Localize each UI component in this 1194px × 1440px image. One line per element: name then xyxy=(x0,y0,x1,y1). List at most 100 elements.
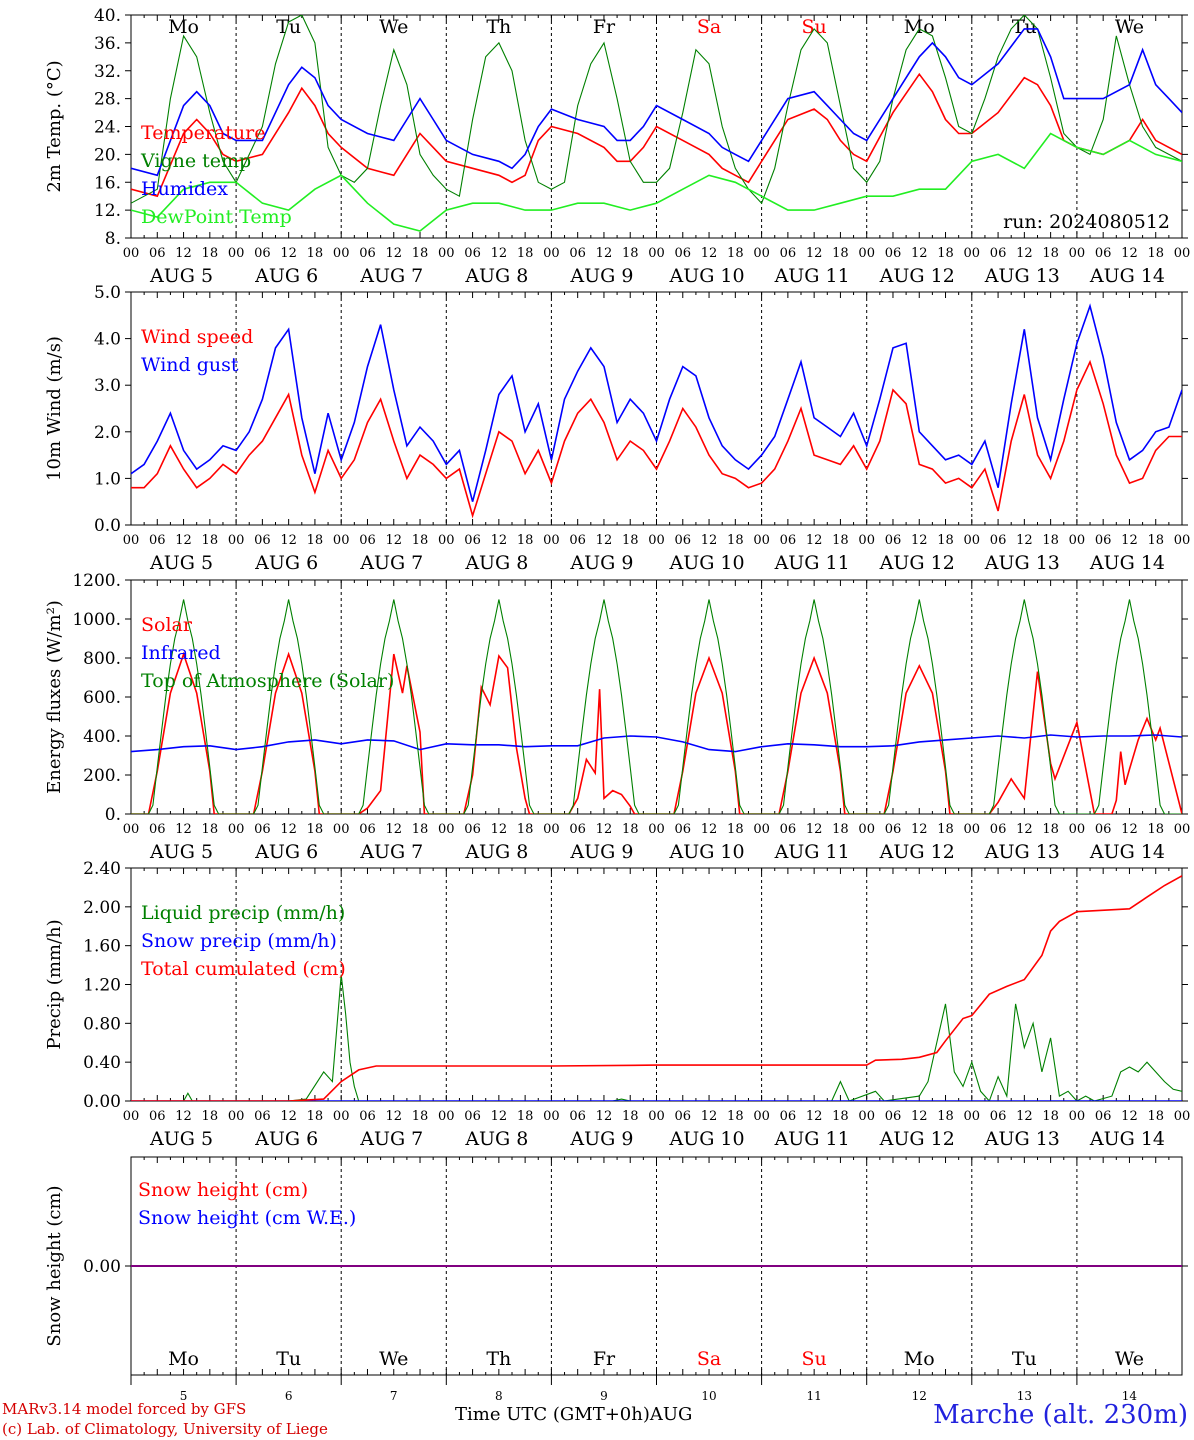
x-date-label: AUG 14 xyxy=(1089,265,1165,287)
y-tick-label: 600. xyxy=(83,688,121,708)
time-axis-title: Time UTC (GMT+0h)AUG xyxy=(455,1404,693,1425)
weekday-label: We xyxy=(1115,1348,1144,1370)
x-hour-label: 12 xyxy=(806,822,823,837)
y-tick-label: 1.0 xyxy=(94,469,121,489)
chart-panel-3: 0. 200. 400. 600. 800. 1000. 1200. Energy fluxe… xyxy=(44,571,1190,863)
x-date-label: AUG 12 xyxy=(879,1128,955,1150)
x-hour-label: 06 xyxy=(569,1109,586,1124)
y-axis-label: Precip (mm/h) xyxy=(44,919,65,1049)
x-hour-label: 00 xyxy=(1069,246,1086,261)
x-hour-label: 12 xyxy=(385,822,402,837)
x-hour-label: 06 xyxy=(359,533,376,548)
series-line xyxy=(131,72,1182,198)
legend-entry: Wind gust xyxy=(141,354,239,376)
y-tick-label: 5.0 xyxy=(94,283,121,303)
x-hour-label: 18 xyxy=(1042,533,1059,548)
x-hour-label: 12 xyxy=(596,1109,613,1124)
x-date-label: AUG 11 xyxy=(774,552,850,574)
x-hour-label: 06 xyxy=(359,246,376,261)
x-hour-label: 18 xyxy=(1147,533,1164,548)
y-tick-label: 40. xyxy=(94,6,121,26)
x-hour-label: 12 xyxy=(596,246,613,261)
x-hour-label: 00 xyxy=(858,533,875,548)
x-hour-label: 06 xyxy=(569,822,586,837)
x-day-number: 14 xyxy=(1122,1389,1138,1403)
x-hour-label: 12 xyxy=(806,246,823,261)
x-hour-label: 00 xyxy=(123,533,140,548)
lab-credit: (c) Lab. of Climatology, University of L… xyxy=(2,1420,328,1438)
x-hour-label: 00 xyxy=(858,246,875,261)
weekday-label: Mo xyxy=(904,1348,935,1370)
y-tick-label: 16. xyxy=(94,173,121,193)
x-date-label: AUG 6 xyxy=(254,552,318,574)
x-hour-label: 18 xyxy=(202,533,219,548)
x-date-label: AUG 6 xyxy=(254,841,318,863)
chart-panel-2: 0.0 1.0 2.0 3.0 4.0 5.0 10m Wind (m/s) 00 06 12 18… xyxy=(44,283,1190,574)
legend-entry: Vigne temp xyxy=(140,150,251,172)
legend-entry: Snow precip (mm/h) xyxy=(141,930,337,952)
x-hour-label: 00 xyxy=(648,533,665,548)
x-hour-label: 12 xyxy=(491,822,508,837)
y-tick-label: 8. xyxy=(105,229,121,249)
x-day-number: 7 xyxy=(390,1389,398,1403)
y-tick-label: 20. xyxy=(94,145,121,165)
x-hour-label: 00 xyxy=(648,822,665,837)
series-line xyxy=(131,132,1182,232)
x-hour-label: 06 xyxy=(464,533,481,548)
x-hour-label: 12 xyxy=(280,1109,297,1124)
x-date-label: AUG 10 xyxy=(668,841,744,863)
x-hour-label: 18 xyxy=(412,533,429,548)
x-date-label: AUG 6 xyxy=(254,1128,318,1150)
series-line xyxy=(131,15,1182,205)
x-hour-label: 00 xyxy=(543,533,560,548)
x-hour-label: 12 xyxy=(175,1109,192,1124)
x-hour-label: 00 xyxy=(858,822,875,837)
x-hour-label: 12 xyxy=(701,533,718,548)
x-hour-label: 12 xyxy=(491,246,508,261)
x-hour-label: 18 xyxy=(1147,822,1164,837)
x-date-label: AUG 7 xyxy=(359,552,423,574)
run-annotation: run: 2024080512 xyxy=(1003,211,1170,233)
x-hour-label: 18 xyxy=(1042,822,1059,837)
x-hour-label: 18 xyxy=(937,1109,954,1124)
x-hour-label: 06 xyxy=(990,822,1007,837)
x-hour-label: 18 xyxy=(202,1109,219,1124)
x-hour-label: 00 xyxy=(753,822,770,837)
x-date-label: AUG 12 xyxy=(879,552,955,574)
y-tick-label: 800. xyxy=(83,649,121,669)
x-date-label: AUG 13 xyxy=(984,552,1060,574)
series-line xyxy=(131,359,1182,519)
y-axis-label: Snow height (cm) xyxy=(44,1185,65,1346)
x-hour-label: 00 xyxy=(333,246,350,261)
x-hour-label: 18 xyxy=(832,246,849,261)
x-date-label: AUG 14 xyxy=(1089,841,1165,863)
x-date-label: AUG 8 xyxy=(464,1128,528,1150)
x-hour-label: 06 xyxy=(569,533,586,548)
x-hour-label: 18 xyxy=(622,246,639,261)
x-hour-label: 18 xyxy=(517,246,534,261)
x-hour-label: 00 xyxy=(1174,1109,1191,1124)
x-hour-label: 18 xyxy=(832,822,849,837)
x-hour-label: 00 xyxy=(1069,1109,1086,1124)
legend-entry: DewPoint Temp xyxy=(141,206,292,228)
x-hour-label: 06 xyxy=(885,246,902,261)
y-tick-label: 28. xyxy=(94,90,121,110)
y-tick-label: 200. xyxy=(83,766,121,786)
legend-entry: Liquid precip (mm/h) xyxy=(141,902,345,924)
y-tick-label: 0.00 xyxy=(83,1257,121,1277)
x-hour-label: 00 xyxy=(648,1109,665,1124)
x-hour-label: 18 xyxy=(307,822,324,837)
x-hour-label: 00 xyxy=(1174,533,1191,548)
x-hour-label: 12 xyxy=(596,533,613,548)
x-hour-label: 06 xyxy=(1095,533,1112,548)
x-date-label: AUG 12 xyxy=(879,265,955,287)
series-line xyxy=(131,599,1182,814)
weekday-label: Fr xyxy=(593,1348,616,1370)
weekday-label: Tu xyxy=(276,16,301,38)
legend-entry: Wind speed xyxy=(141,326,253,348)
x-date-label: AUG 6 xyxy=(254,265,318,287)
x-hour-label: 12 xyxy=(385,533,402,548)
x-hour-label: 18 xyxy=(937,246,954,261)
legend-entry: Humidex xyxy=(141,178,228,200)
y-tick-label: 0. xyxy=(105,805,121,825)
